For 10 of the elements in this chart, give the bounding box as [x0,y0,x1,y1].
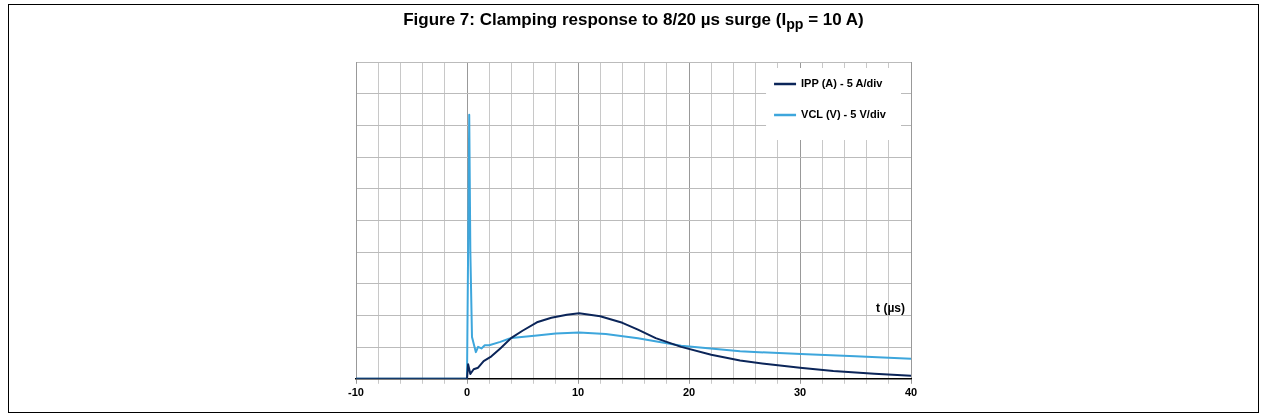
x-tick-label: 20 [682,386,696,399]
x-tick-label: 0 [463,386,471,399]
x-tick-label: -10 [348,386,364,399]
legend-label: VCL (V) - 5 V/div [801,108,887,121]
x-tick-label: 10 [571,386,585,399]
x-tick-label: 30 [793,386,807,399]
chart-title: Figure 7: Clamping response to 8/20 µs surge (I$_{pp}$ = 10 A) [402,10,865,33]
x-tick-label: 40 [904,386,918,399]
x-axis-title: t (µs) [876,301,905,316]
legend-label: IPP (A) - 5 A/div [801,77,884,90]
